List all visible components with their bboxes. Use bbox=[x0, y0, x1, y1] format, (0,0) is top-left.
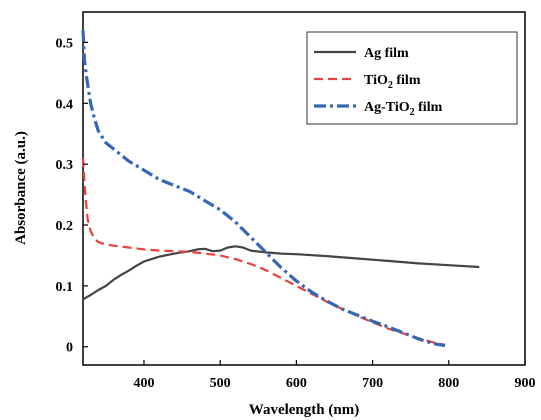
legend-label-3: Ag-TiO2 film bbox=[364, 100, 443, 118]
x-tick-label: 500 bbox=[210, 376, 231, 391]
y-tick-label: 0.1 bbox=[56, 280, 74, 295]
x-axis-title: Wavelength (nm) bbox=[249, 402, 359, 418]
x-tick-label: 900 bbox=[515, 376, 536, 391]
series-line-1 bbox=[82, 245, 480, 301]
y-tick-label: 0.5 bbox=[56, 36, 74, 51]
y-tick-label: 0.2 bbox=[56, 219, 74, 234]
y-axis-title: Absorbance (a.u.) bbox=[13, 131, 29, 245]
plot-frame bbox=[82, 11, 526, 366]
series-line-3 bbox=[81, 30, 446, 348]
legend-label-1: Ag film bbox=[364, 46, 409, 61]
legend-box bbox=[306, 31, 518, 125]
y-tick-label: 0.3 bbox=[56, 158, 74, 173]
y-tick-label: 0.4 bbox=[56, 97, 74, 112]
series-layer bbox=[81, 30, 480, 348]
x-tick-label: 700 bbox=[362, 376, 383, 391]
legend-label-2: TiO2 film bbox=[364, 73, 421, 91]
y-tick-label: 0 bbox=[66, 341, 73, 356]
x-tick-label: 800 bbox=[438, 376, 459, 391]
x-tick-label: 400 bbox=[133, 376, 154, 391]
x-tick-label: 600 bbox=[286, 376, 307, 391]
ticks-layer: 400 500 600 700 800 900 0 0.1 0.2 0.3 0.4 0.5 bbox=[56, 36, 536, 391]
legend: Ag film TiO2 film Ag-TiO2 film bbox=[306, 31, 518, 125]
